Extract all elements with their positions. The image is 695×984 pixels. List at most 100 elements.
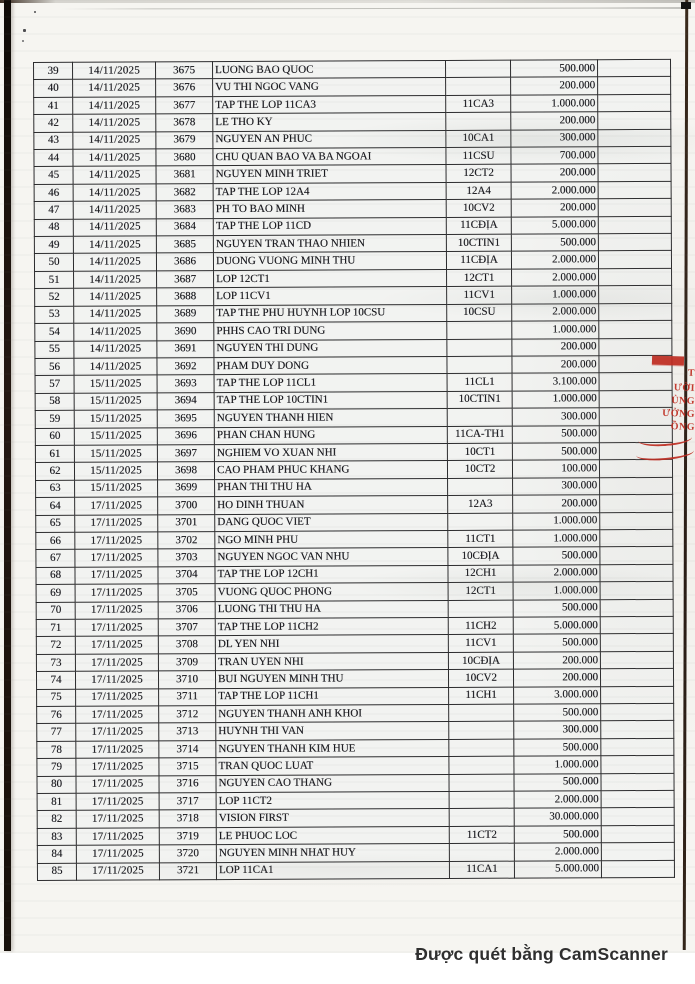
cell-class-code: 10CTIN1 [446,234,512,252]
cell-amount: 500.000 [512,442,600,461]
cell-payer-name: LOP 12CT1 [213,269,447,288]
cell-class-code: 11CV1 [448,634,514,653]
cell-payer-name: BUI NGUYEN MINH THU [215,669,449,689]
cell-receipt-no: 3713 [158,723,216,741]
cell-note [598,181,672,199]
cell-amount: 5.000.000 [511,216,599,235]
cell-amount: 300.000 [510,129,598,148]
cell-note [600,738,674,756]
cell-class-code [447,512,513,531]
cell-amount: 500.000 [512,547,600,565]
cell-receipt-no: 3701 [157,514,215,532]
cell-row-number: 40 [33,79,73,98]
cell-date: 14/11/2025 [73,253,157,272]
cell-payer-name: NGUYEN NGOC VAN NHU [214,547,448,567]
cell-payer-name: VISION FIRST [216,808,450,828]
cell-note [599,372,673,391]
cell-class-code: 12CT1 [446,269,512,287]
cell-payer-name: TAP THE LOP 12A4 [213,182,447,201]
cell-payer-name: PHAN THI THU HA [214,478,448,497]
cell-date: 15/11/2025 [74,392,158,411]
scan-top-shadow [0,0,695,3]
scan-speck [34,11,36,13]
cell-note [597,94,671,112]
cell-class-code: 11CV1 [446,286,512,305]
cell-row-number: 84 [37,845,77,864]
cell-date: 17/11/2025 [76,792,160,811]
cell-note [598,285,672,304]
cell-date: 17/11/2025 [75,636,159,655]
cell-row-number: 74 [36,671,76,690]
cell-receipt-no: 3704 [157,566,216,585]
cell-payer-name: LOP 11CV1 [213,286,447,306]
cell-note [600,720,674,739]
cell-note [599,407,673,426]
cell-date: 14/11/2025 [72,96,156,115]
cell-receipt-no: 3717 [159,792,217,811]
cell-class-code [446,356,513,374]
cell-payer-name: TRAN QUOC LUAT [215,756,449,776]
cell-row-number: 55 [34,340,74,359]
cell-amount: 1.000.000 [513,581,601,600]
cell-class-code: 11CSU [445,147,512,165]
cell-note [598,303,672,321]
cell-payer-name: DANG QUOC VIET [214,513,448,532]
cell-row-number: 82 [37,810,77,829]
cell-note [597,76,671,95]
cell-amount: 500.000 [513,599,601,618]
cell-date: 14/11/2025 [73,201,157,219]
cell-row-number: 62 [35,462,75,481]
cell-receipt-no: 3720 [159,844,217,863]
cell-class-code [446,321,512,339]
cell-payer-name: CHU QUAN BAO VA BA NGOAI [212,147,447,167]
cell-note [600,598,674,617]
cell-note [599,477,673,495]
cell-row-number: 67 [35,549,75,568]
cell-class-code [446,338,512,357]
cell-class-code [448,704,514,722]
cell-row-number: 72 [36,636,76,655]
cell-note [600,773,675,791]
cell-class-code: 11CT1 [447,530,513,548]
cell-payer-name: TAP THE LOP 11CH1 [215,687,449,706]
cell-amount: 2.000.000 [514,843,602,861]
cell-note [598,163,672,182]
ledger-table-body: 39 14/11/2025 3675 LUONG BAO QUOC 500.00… [33,59,675,881]
cell-payer-name: CAO PHAM PHUC KHANG [214,460,448,480]
cell-note [599,459,673,478]
cell-date: 15/11/2025 [74,479,158,498]
cell-date: 14/11/2025 [73,322,157,341]
cell-payer-name: NGHIEM VO XUAN NHI [214,443,448,462]
cell-note [597,146,672,165]
cell-class-code: 12CT1 [448,582,514,601]
cell-class-code: 11CĐỊA [446,251,512,270]
cell-row-number: 53 [34,305,74,324]
cell-receipt-no: 3684 [156,218,214,236]
cell-date: 14/11/2025 [72,79,156,98]
cell-note [598,216,672,234]
cell-row-number: 77 [36,723,76,742]
cell-class-code [448,756,514,775]
cell-receipt-no: 3692 [156,357,215,376]
cell-amount: 100.000 [512,460,600,478]
cell-date: 17/11/2025 [75,601,159,620]
page-edge-left [4,0,11,951]
cell-receipt-no: 3690 [156,322,214,341]
cell-class-code: 11CL1 [447,373,513,392]
cell-note [599,546,673,565]
cell-payer-name: NGUYEN THANH ANH KHOI [215,704,449,724]
cell-amount: 1.000.000 [511,320,599,339]
page-corner-mark [681,2,691,9]
scan-speck [23,29,26,32]
cell-payer-name: TAP THE LOP 11CD [213,217,447,236]
cell-date: 15/11/2025 [74,410,158,428]
cell-date: 15/11/2025 [74,427,158,446]
cell-note [601,807,675,826]
cell-amount: 200.000 [511,198,599,217]
cell-note [598,355,673,374]
cell-payer-name: VUONG QUOC PHONG [215,582,449,602]
cell-date: 17/11/2025 [75,723,159,742]
cell-receipt-no: 3702 [157,531,215,550]
cell-note [598,250,672,269]
cell-payer-name: NGUYEN AN PHUC [212,130,446,149]
